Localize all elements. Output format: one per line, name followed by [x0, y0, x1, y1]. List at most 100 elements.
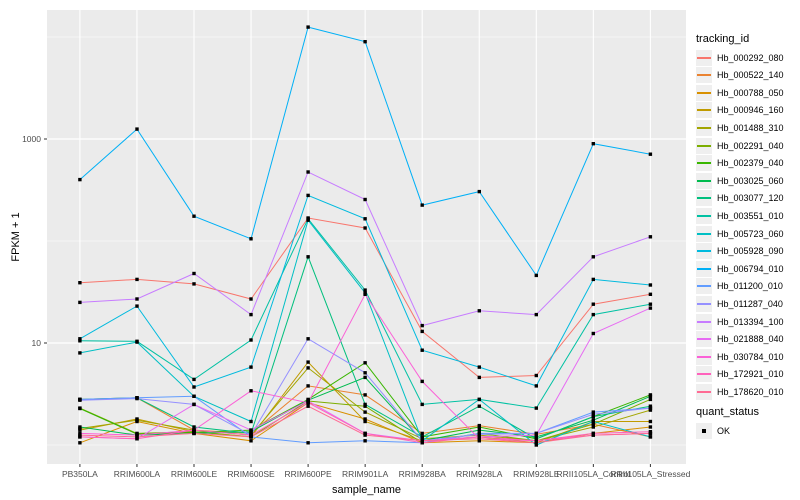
- data-point: [306, 218, 310, 222]
- data-point: [363, 217, 367, 221]
- legend-item-Hb_003077_120: Hb_003077_120: [696, 190, 784, 207]
- data-point: [306, 170, 310, 174]
- data-point: [648, 283, 653, 287]
- legend-item-label: Hb_002291_040: [717, 140, 784, 151]
- legend-color-line-icon: [697, 285, 711, 288]
- legend-item-Hb_001488_310: Hb_001488_310: [696, 119, 784, 136]
- legend-key-box: [696, 84, 712, 101]
- legend-key-box: [696, 295, 712, 312]
- data-point: [420, 437, 424, 441]
- data-point: [363, 197, 367, 202]
- data-point: [78, 339, 82, 343]
- x-tick-label: RRIM928BA: [399, 469, 447, 479]
- data-point: [363, 393, 367, 397]
- legend-item-Hb_006794_010: Hb_006794_010: [696, 260, 784, 277]
- data-point: [135, 127, 139, 131]
- data-point: [477, 404, 481, 408]
- legend-item-label: Hb_005928_090: [717, 246, 784, 257]
- data-point: [306, 401, 310, 405]
- data-point: [648, 419, 653, 424]
- data-point: [78, 406, 82, 411]
- legend-color-line-icon: [697, 126, 711, 129]
- data-point: [192, 282, 196, 286]
- legend-key-box: [696, 422, 712, 439]
- data-point: [534, 406, 538, 410]
- legend-item-Hb_000946_160: Hb_000946_160: [696, 102, 784, 119]
- data-point: [363, 433, 367, 437]
- data-point: [363, 404, 367, 408]
- data-point: [363, 402, 367, 407]
- legend-key-box: [696, 366, 712, 383]
- legend-key-box: [696, 260, 712, 277]
- data-point: [249, 365, 253, 369]
- data-point: [363, 288, 367, 292]
- data-point: [306, 193, 310, 198]
- legend-item-Hb_005928_090: Hb_005928_090: [696, 243, 784, 260]
- x-tick-label: RRII105LA_Control: [556, 469, 630, 479]
- legend-color-line-icon: [697, 320, 711, 323]
- legend-color-line-icon: [697, 109, 711, 112]
- data-point: [249, 419, 253, 424]
- data-point: [192, 214, 196, 218]
- legend-color-line-icon: [697, 302, 711, 305]
- legend-color-line-icon: [697, 250, 711, 253]
- data-point: [534, 373, 538, 378]
- data-point: [192, 394, 196, 398]
- data-point: [78, 351, 82, 355]
- data-point: [591, 331, 595, 336]
- legend-color-line-icon: [697, 232, 711, 235]
- legend-item-label: Hb_002379_040: [717, 158, 784, 169]
- data-point: [591, 142, 595, 146]
- data-point: [192, 431, 196, 436]
- legend-key-box: [696, 49, 712, 66]
- legend-color-line-icon: [697, 355, 711, 358]
- legend: tracking_id Hb_000292_080 Hb_000522_140 Hb…: [692, 0, 800, 500]
- data-point: [249, 297, 253, 301]
- legend-item-label: Hb_172921_010: [717, 369, 784, 380]
- data-point: [78, 425, 82, 429]
- data-point: [420, 435, 424, 439]
- x-tick-label: RRII105LA_Stressed: [610, 469, 690, 479]
- legend-color-line-icon: [697, 338, 711, 341]
- data-point: [534, 273, 538, 278]
- data-point: [306, 404, 310, 408]
- data-point: [591, 419, 595, 424]
- legend-key-box: [696, 278, 712, 295]
- data-point: [78, 300, 82, 305]
- legend-color-line-icon: [697, 197, 711, 200]
- legend-key-box: [696, 119, 712, 136]
- data-point: [306, 255, 310, 259]
- data-point: [477, 375, 481, 380]
- x-tick-label: RRIM600LA: [114, 469, 161, 479]
- data-point: [477, 428, 481, 432]
- data-point: [477, 435, 481, 439]
- legend-item-label: Hb_000946_160: [717, 105, 784, 116]
- data-point: [192, 385, 196, 389]
- legend-title-tracking-id: tracking_id: [696, 33, 750, 45]
- data-point: [249, 428, 253, 432]
- data-point: [363, 419, 367, 424]
- data-point: [306, 441, 310, 445]
- data-point: [78, 177, 82, 182]
- data-point: [249, 435, 253, 439]
- data-point: [591, 425, 595, 429]
- legend-key-box: [696, 155, 712, 172]
- data-point: [591, 302, 595, 306]
- data-point: [363, 361, 367, 365]
- data-point: [420, 348, 424, 352]
- data-point: [648, 404, 653, 408]
- legend-key-box: [696, 225, 712, 242]
- data-point: [534, 312, 538, 317]
- legend-item-label: Hb_003077_120: [717, 193, 784, 204]
- x-tick-label: PB350LA: [62, 469, 98, 479]
- legend-item-quant-ok: OK: [696, 422, 730, 439]
- data-point: [192, 428, 196, 432]
- data-point: [648, 397, 653, 402]
- data-point: [306, 384, 310, 388]
- legend-item-label: Hb_030784_010: [717, 351, 784, 362]
- data-point: [135, 297, 139, 301]
- legend-color-line-icon: [697, 56, 711, 59]
- data-point: [534, 435, 538, 439]
- legend-item-Hb_000522_140: Hb_000522_140: [696, 67, 784, 84]
